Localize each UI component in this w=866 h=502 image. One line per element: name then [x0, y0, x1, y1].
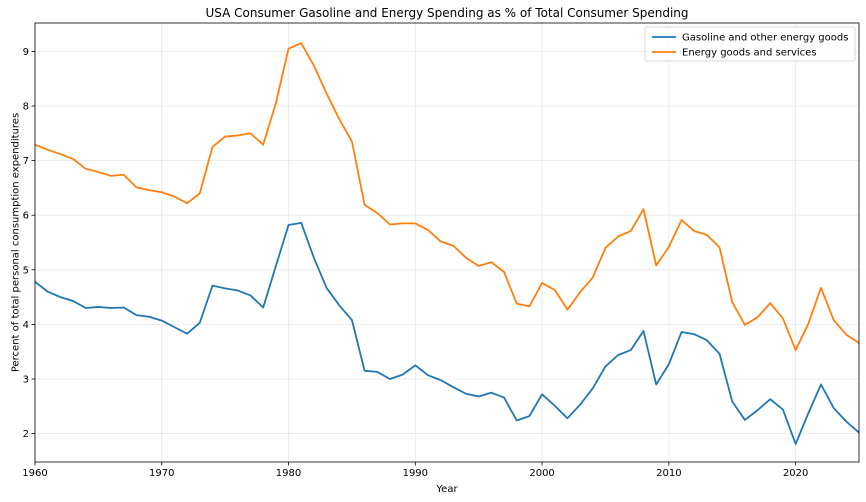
y-tick-label: 4 [23, 320, 29, 331]
y-axis-label: Percent of total personal consumption ex… [11, 113, 22, 372]
y-tick-label: 2 [23, 429, 29, 440]
y-tick-label: 7 [23, 156, 29, 167]
x-axis-label: Year [435, 484, 458, 495]
x-tick-label: 2010 [656, 468, 681, 479]
y-axis: 2 3 4 5 6 7 8 9 [23, 47, 35, 440]
plot-frame [34, 22, 860, 463]
legend-box [644, 26, 856, 62]
y-tick-label: 6 [23, 211, 29, 222]
y-tick-label: 9 [23, 47, 29, 58]
x-tick-label: 1970 [149, 468, 174, 479]
x-tick-label: 1980 [276, 468, 301, 479]
x-axis: 1960 1970 1980 1990 2000 2010 2020 [22, 462, 808, 479]
chart-title: USA Consumer Gasoline and Energy Spendin… [205, 6, 688, 20]
legend-label-energy: Energy goods and services [682, 48, 817, 59]
grid [34, 23, 859, 462]
series-line-gasoline [35, 221, 859, 445]
y-tick-label: 3 [23, 375, 29, 386]
series-line-energy [35, 42, 859, 351]
y-tick-label: 8 [23, 101, 29, 112]
legend-label-gasoline: Gasoline and other energy goods [682, 33, 848, 44]
x-tick-label: 2000 [529, 468, 554, 479]
x-tick-label: 1960 [22, 468, 47, 479]
x-tick-label: 2020 [783, 468, 808, 479]
series-layer [35, 42, 859, 445]
x-tick-label: 1990 [403, 468, 428, 479]
y-tick-label: 5 [23, 265, 29, 276]
legend: Gasoline and other energy goods Energy g… [644, 26, 856, 62]
